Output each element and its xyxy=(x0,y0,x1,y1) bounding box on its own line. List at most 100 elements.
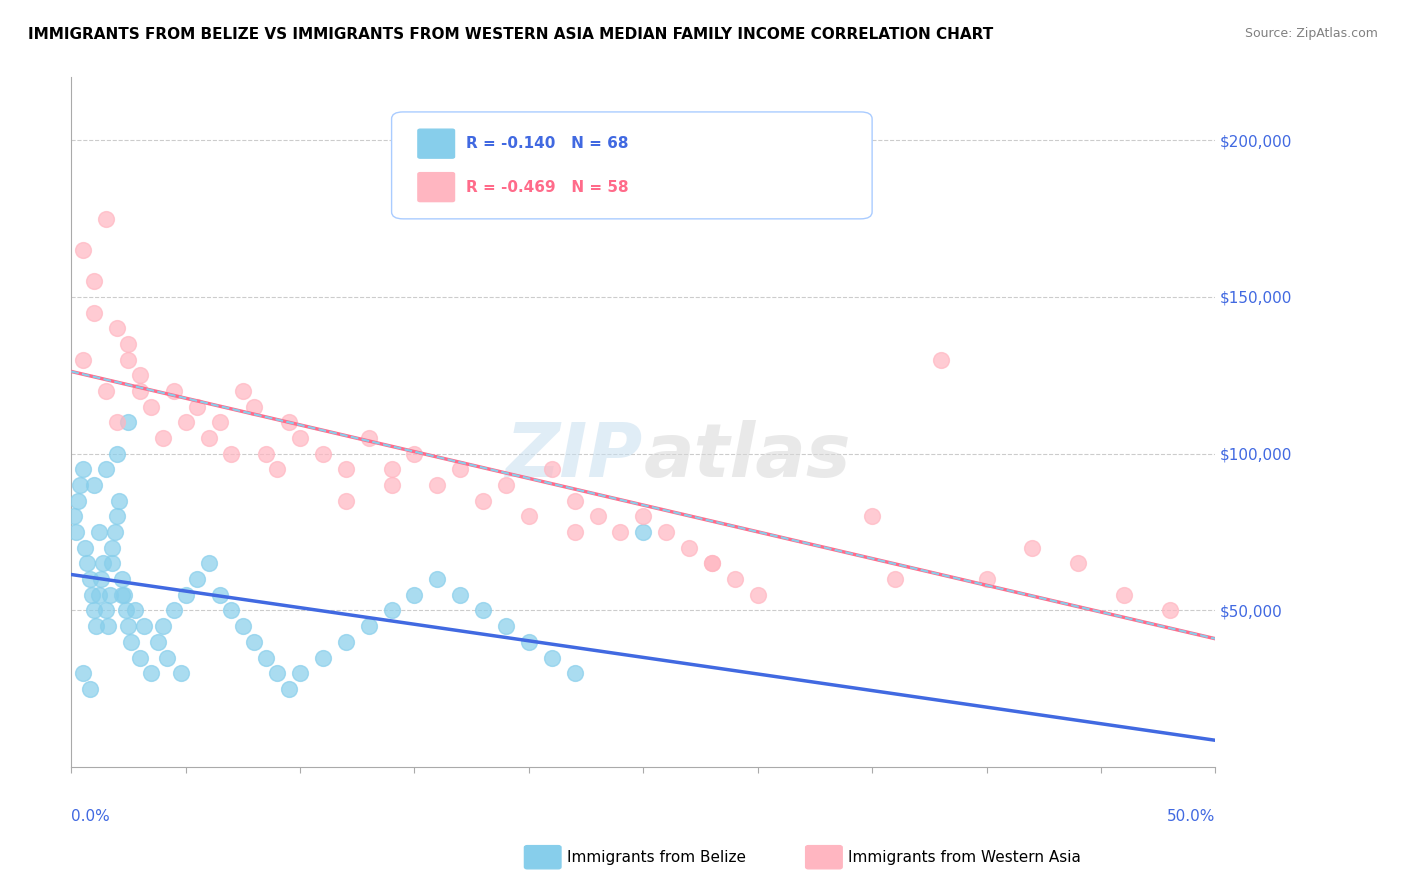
Point xyxy=(277,681,299,696)
Point xyxy=(929,352,952,367)
Point xyxy=(72,462,94,476)
Point xyxy=(104,525,127,540)
Point xyxy=(586,509,609,524)
Point xyxy=(105,447,128,461)
Point xyxy=(243,400,266,414)
Point xyxy=(94,603,117,617)
Point xyxy=(426,478,449,492)
Point xyxy=(117,337,139,351)
Point xyxy=(266,462,288,476)
Point xyxy=(357,431,380,445)
Point xyxy=(312,650,335,665)
Point xyxy=(381,603,404,617)
Point xyxy=(517,509,540,524)
Point xyxy=(404,447,426,461)
FancyBboxPatch shape xyxy=(418,129,454,158)
Point xyxy=(117,619,139,633)
Point xyxy=(540,462,562,476)
Point xyxy=(1112,588,1135,602)
Text: Immigrants from Belize: Immigrants from Belize xyxy=(567,850,745,864)
Point xyxy=(335,493,357,508)
Point xyxy=(884,572,907,586)
Point xyxy=(312,447,335,461)
Point xyxy=(67,493,90,508)
Point xyxy=(174,588,197,602)
Point xyxy=(208,415,231,429)
Point xyxy=(495,619,517,633)
Point xyxy=(69,478,91,492)
Point xyxy=(141,666,163,681)
Point xyxy=(472,603,495,617)
Point xyxy=(976,572,998,586)
Point xyxy=(404,588,426,602)
Point xyxy=(79,572,101,586)
FancyBboxPatch shape xyxy=(418,173,454,202)
Point xyxy=(105,509,128,524)
Point xyxy=(495,478,517,492)
Point xyxy=(174,415,197,429)
Point xyxy=(633,509,655,524)
Point xyxy=(80,588,103,602)
Point xyxy=(288,666,311,681)
Point xyxy=(609,525,631,540)
Point xyxy=(426,572,449,586)
Point xyxy=(747,588,769,602)
Point xyxy=(128,384,150,398)
Point xyxy=(76,557,98,571)
Point xyxy=(97,619,120,633)
Text: R = -0.140   N = 68: R = -0.140 N = 68 xyxy=(465,136,628,151)
Point xyxy=(381,478,404,492)
Point xyxy=(540,650,562,665)
Point xyxy=(564,666,586,681)
Point xyxy=(62,509,84,524)
Point xyxy=(1159,603,1181,617)
Point xyxy=(120,635,142,649)
Point xyxy=(91,557,114,571)
FancyBboxPatch shape xyxy=(392,112,872,219)
Point xyxy=(197,431,219,445)
Point xyxy=(266,666,288,681)
Point xyxy=(221,603,243,617)
Point xyxy=(254,447,277,461)
Point xyxy=(449,588,471,602)
Point xyxy=(124,603,146,617)
Point xyxy=(101,541,124,555)
Point xyxy=(83,603,105,617)
Point xyxy=(72,243,94,257)
Point xyxy=(243,635,266,649)
Point xyxy=(79,681,101,696)
Point xyxy=(163,603,186,617)
Point xyxy=(115,603,138,617)
FancyBboxPatch shape xyxy=(524,846,561,869)
Text: IMMIGRANTS FROM BELIZE VS IMMIGRANTS FROM WESTERN ASIA MEDIAN FAMILY INCOME CORR: IMMIGRANTS FROM BELIZE VS IMMIGRANTS FRO… xyxy=(28,27,994,42)
Text: Immigrants from Western Asia: Immigrants from Western Asia xyxy=(848,850,1081,864)
FancyBboxPatch shape xyxy=(806,846,842,869)
Point xyxy=(108,493,131,508)
Point xyxy=(170,666,193,681)
Point xyxy=(83,478,105,492)
Point xyxy=(232,384,254,398)
Point xyxy=(517,635,540,649)
Point xyxy=(72,666,94,681)
Text: 0.0%: 0.0% xyxy=(72,809,110,823)
Point xyxy=(449,462,471,476)
Point xyxy=(186,400,208,414)
Text: Source: ZipAtlas.com: Source: ZipAtlas.com xyxy=(1244,27,1378,40)
Point xyxy=(117,415,139,429)
Point xyxy=(110,572,132,586)
Point xyxy=(94,462,117,476)
Point xyxy=(197,557,219,571)
Point xyxy=(73,541,96,555)
Point xyxy=(221,447,243,461)
Point xyxy=(655,525,678,540)
Point xyxy=(232,619,254,633)
Point xyxy=(65,525,87,540)
Point xyxy=(128,368,150,383)
Text: ZIP: ZIP xyxy=(506,420,644,493)
Point xyxy=(86,619,108,633)
Point xyxy=(335,635,357,649)
Point xyxy=(633,525,655,540)
Point xyxy=(105,415,128,429)
Point xyxy=(117,352,139,367)
Point xyxy=(564,493,586,508)
